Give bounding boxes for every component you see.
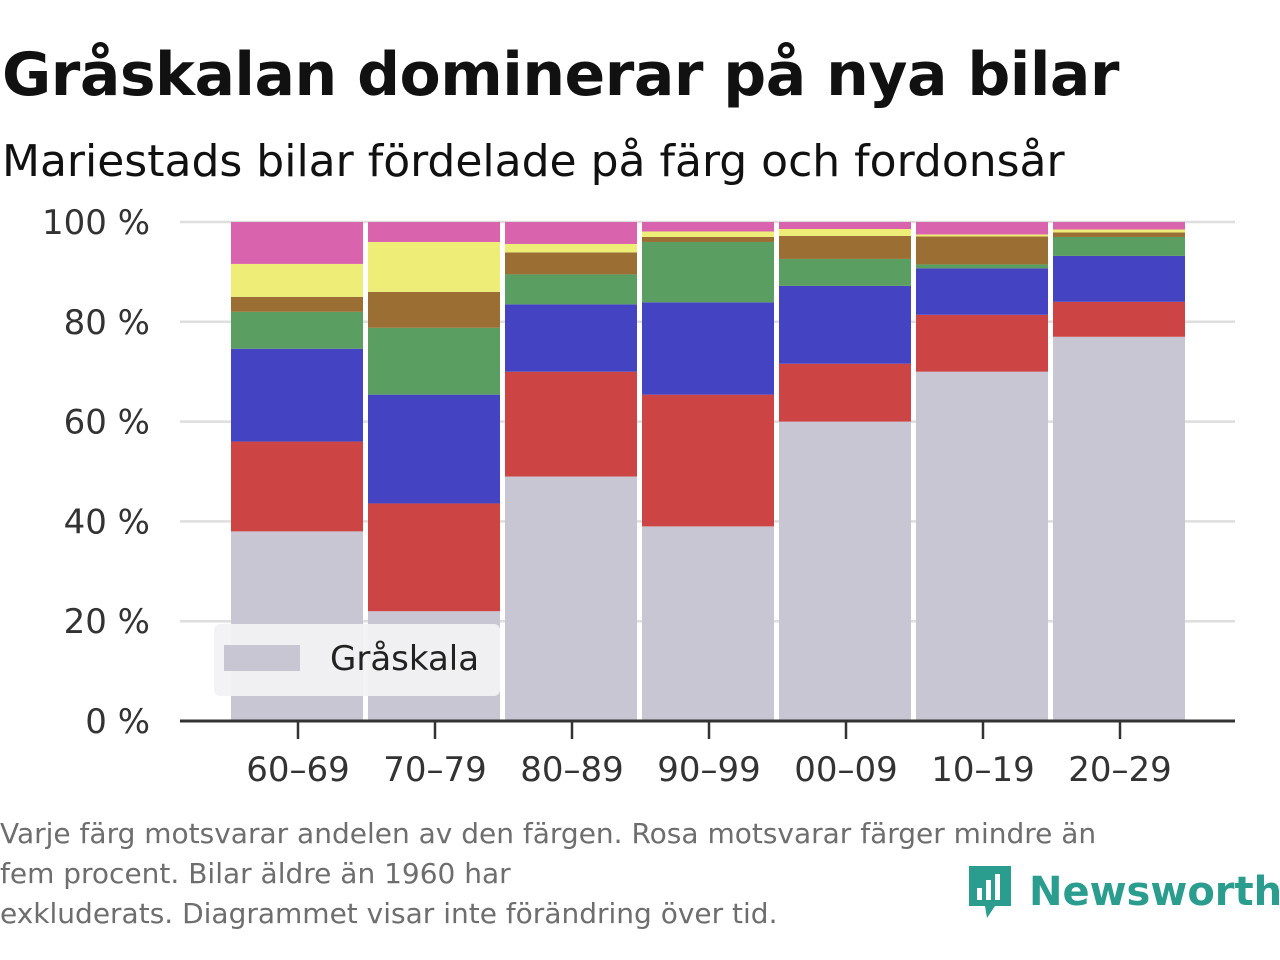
bar-segment (916, 222, 1048, 235)
bar-segment (1053, 255, 1185, 302)
stacked-bar-chart: 0 % 20 % 40 % 60 % 80 % 100 % 60–69 70–79 80–89 9… (42, 203, 1235, 790)
bar-segment (779, 228, 911, 236)
bar-segment (642, 241, 774, 303)
y-tick-label: 60 % (64, 403, 150, 443)
bar-segment (368, 394, 500, 504)
bar-segment (779, 285, 911, 364)
y-tick-label: 0 % (85, 702, 150, 742)
legend-label: Gråskala (330, 639, 479, 679)
x-tick-label: 90–99 (657, 750, 761, 790)
newsworthy-logo-icon (969, 866, 1011, 918)
y-tick-label: 20 % (64, 602, 150, 642)
legend-box (214, 624, 500, 696)
bar-segment (1053, 232, 1185, 237)
bar-segment (779, 258, 911, 286)
bar-segment (505, 243, 637, 253)
bar-segment (368, 241, 500, 292)
bar-segment (231, 441, 363, 532)
bar-segment (1053, 336, 1185, 721)
chart-title: Gråskalan dominerar på nya bilar (2, 40, 1120, 110)
bar-segment (505, 371, 637, 477)
brand-logo: Newsworthy (965, 862, 1280, 922)
bar-segment (1053, 236, 1185, 256)
bar-segment (916, 268, 1048, 315)
footnote: Varje färg motsvarar andelen av den färg… (0, 814, 1250, 934)
bar-segment (1053, 222, 1185, 230)
bar-segment (231, 348, 363, 442)
bar-segment (642, 236, 774, 242)
bar-segment (779, 421, 911, 721)
bar-segment (642, 302, 774, 395)
bar-segment (368, 503, 500, 612)
bar-segment (368, 327, 500, 395)
bar-segment (505, 304, 637, 372)
bar-segment (368, 291, 500, 328)
bar-segment (368, 222, 500, 242)
bar-segment (916, 234, 1048, 237)
bar-segment (231, 296, 363, 312)
bar-segment (642, 231, 774, 237)
bar-segment (505, 476, 637, 721)
y-tick-label: 80 % (64, 303, 150, 343)
x-tick-label: 60–69 (246, 750, 350, 790)
x-tick-label: 80–89 (520, 750, 624, 790)
chart-subtitle: Mariestads bilar fördelade på färg och f… (2, 136, 1065, 187)
footnote-line-2: fem procent. Bilar äldre än 1960 har (0, 857, 511, 890)
legend-swatch (224, 645, 300, 671)
y-tick-label: 100 % (42, 203, 150, 243)
y-tick-label: 40 % (64, 502, 150, 542)
bar-segment (642, 526, 774, 721)
bar-segment (505, 274, 637, 305)
footnote-line-1: Varje färg motsvarar andelen av den färg… (0, 817, 1097, 850)
bar-segment (1053, 229, 1185, 233)
x-tick-label: 20–29 (1068, 750, 1172, 790)
brand-name: Newsworthy (1029, 869, 1280, 915)
bar-segment (779, 235, 911, 259)
x-tick-label: 00–09 (794, 750, 898, 790)
bar-segment (642, 394, 774, 527)
bar-segment (231, 222, 363, 264)
bar-segment (1053, 301, 1185, 337)
bar-segment (642, 222, 774, 232)
bar-segment (231, 263, 363, 297)
bar-segment (916, 264, 1048, 269)
bar-segment (779, 222, 911, 229)
bar-segment (231, 311, 363, 349)
bar-segment (916, 236, 1048, 265)
x-tick-label: 10–19 (931, 750, 1035, 790)
footnote-line-3: exkluderats. Diagrammet visar inte förän… (0, 897, 778, 930)
x-tick-label: 70–79 (383, 750, 487, 790)
bar-segment (505, 252, 637, 275)
bar-segment (779, 363, 911, 422)
bar-segment (916, 371, 1048, 721)
bar-segment (505, 222, 637, 244)
bar-segment (916, 314, 1048, 372)
